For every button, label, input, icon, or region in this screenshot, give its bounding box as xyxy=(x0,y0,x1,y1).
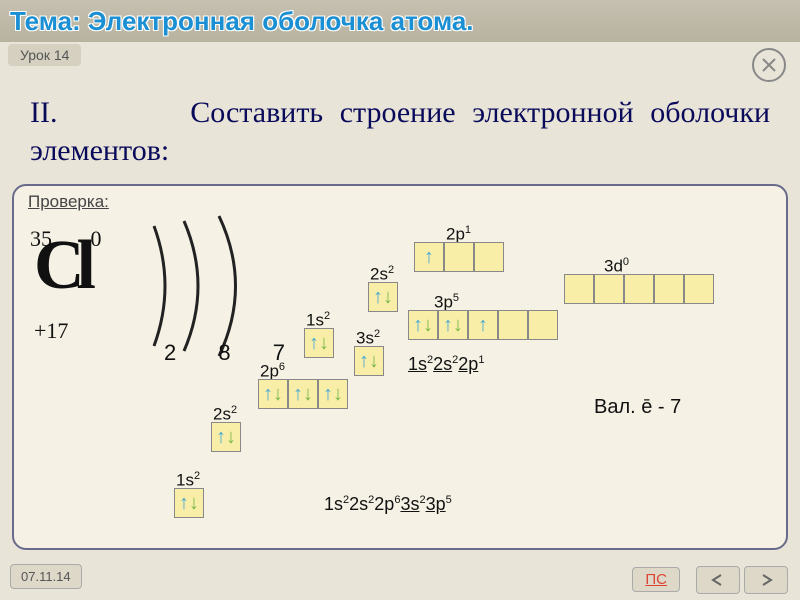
close-button[interactable] xyxy=(752,48,786,82)
task-text: II. Составить строение электронной оболо… xyxy=(30,94,770,169)
cells-2s-a: ↑↓ xyxy=(211,422,241,452)
cells-3d xyxy=(564,274,714,304)
header-bar: Тема: Электронная оболочка атома. xyxy=(0,0,800,42)
element-block: 35 0 Cl +17 xyxy=(34,226,88,306)
lesson-tab: Урок 14 xyxy=(8,44,81,66)
prev-button[interactable] xyxy=(696,566,740,594)
formula-bottom: 1s22s22p63s23p5 xyxy=(324,494,452,515)
cells-3p: ↑↓↑↓↑ xyxy=(408,310,558,340)
page-title: Тема: Электронная оболочка атома. xyxy=(10,6,474,37)
check-label: Проверка: xyxy=(28,192,109,212)
cells-1s-b: ↑↓ xyxy=(304,328,334,358)
close-icon xyxy=(761,57,777,73)
cells-3s: ↑↓ xyxy=(354,346,384,376)
chevron-right-icon xyxy=(756,573,776,587)
cells-2p1: ↑ xyxy=(414,242,504,272)
nav-buttons xyxy=(696,566,788,594)
task-body: Составить строение электронной оболочки … xyxy=(30,96,770,167)
diagram-panel: Проверка: 35 0 Cl +17 2 8 7 1s2 ↑↓ 2s2 ↑… xyxy=(12,184,788,550)
next-button[interactable] xyxy=(744,566,788,594)
cells-1s-a: ↑↓ xyxy=(174,488,204,518)
valence-label: Вал. ē - 7 xyxy=(594,396,681,419)
cells-2s-b: ↑↓ xyxy=(368,282,398,312)
ps-button[interactable]: ПС xyxy=(632,567,680,592)
task-roman: II. xyxy=(30,96,57,129)
footer-bar: 07.11.14 xyxy=(0,556,800,596)
date-box: 07.11.14 xyxy=(10,564,82,589)
cells-2p6: ↑↓↑↓↑↓ xyxy=(258,379,348,409)
formula-mid: 1s22s22p1 xyxy=(408,354,484,375)
element-z: +17 xyxy=(34,318,68,344)
chevron-left-icon xyxy=(708,573,728,587)
